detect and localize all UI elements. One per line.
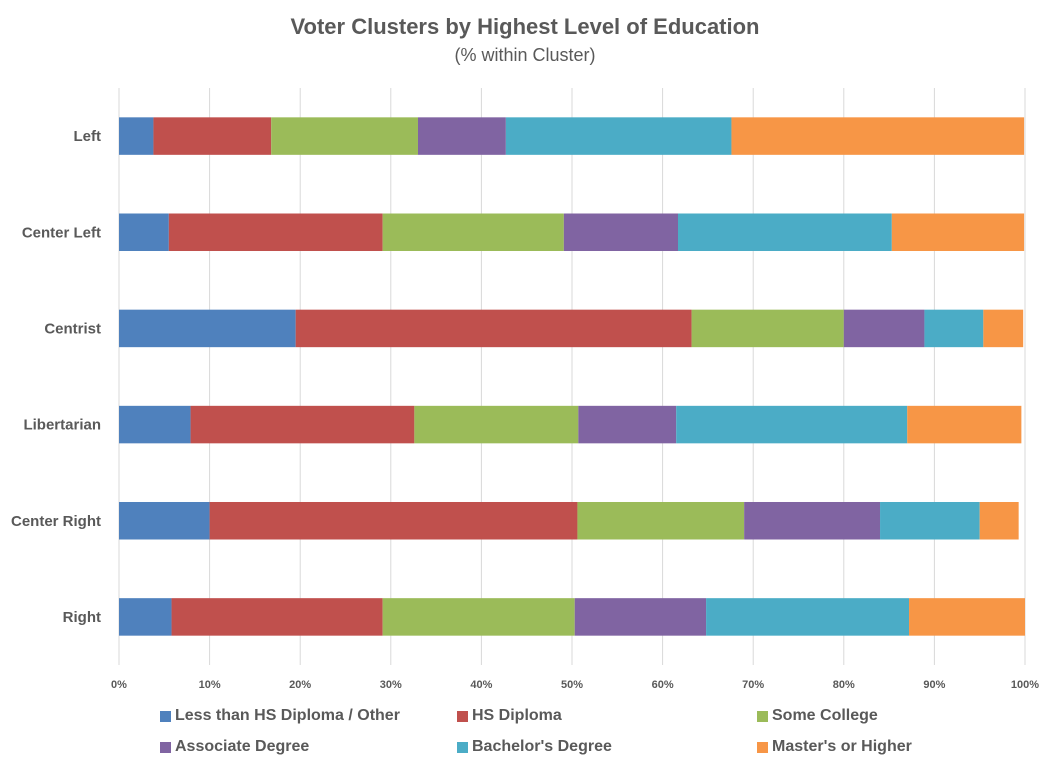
legend-item: Bachelor's Degree	[457, 738, 612, 756]
bar-segment	[744, 501, 881, 540]
bar-segment	[382, 213, 564, 252]
bar-segment	[190, 405, 415, 444]
bar-group-libertarian	[119, 405, 1022, 444]
legend-swatch	[457, 741, 468, 753]
bars	[119, 117, 1025, 636]
bar-segment	[209, 501, 578, 540]
bar-segment	[891, 213, 1025, 252]
plot-area: Left Center Left Centrist Libertarian Center…	[11, 88, 1039, 691]
legend-label: Bachelor's Degree	[472, 738, 612, 755]
legend-label: Less than HS Diploma / Other	[175, 707, 400, 724]
legend-item: Associate Degree	[160, 738, 309, 756]
bar-group-center-left	[119, 213, 1025, 252]
value-axis: 0% 10% 20% 30% 40% 50% 60% 70% 80% 90% 100%	[111, 679, 1039, 691]
legend-item: Some College	[757, 707, 878, 725]
bar-segment	[691, 309, 844, 348]
x-tick-label: 10%	[199, 679, 221, 691]
bar-group-center-right	[119, 501, 1019, 540]
category-label: Libertarian	[23, 417, 101, 434]
legend-item: HS Diploma	[457, 707, 562, 725]
legend-swatch	[160, 710, 171, 722]
bar-group-left	[119, 117, 1025, 155]
legend-label: Master's or Higher	[772, 738, 912, 755]
legend-swatch	[757, 741, 768, 753]
bar-segment	[295, 309, 692, 348]
bar-segment	[119, 213, 169, 252]
legend-swatch	[757, 710, 768, 722]
bar-segment	[119, 309, 296, 348]
legend-label: Associate Degree	[175, 738, 310, 755]
bar-segment	[909, 598, 1025, 636]
x-tick-label: 70%	[742, 679, 764, 691]
category-label: Left	[74, 128, 102, 145]
x-tick-label: 30%	[380, 679, 402, 691]
bar-segment	[676, 405, 908, 444]
bar-segment	[168, 213, 383, 252]
bar-segment	[119, 405, 191, 444]
bar-segment	[271, 117, 418, 155]
bar-segment	[153, 117, 272, 155]
bar-segment	[171, 598, 383, 636]
bar-segment	[577, 501, 745, 540]
category-label: Centrist	[44, 320, 101, 337]
legend-label: Some College	[772, 707, 878, 724]
category-label: Center Right	[11, 513, 101, 530]
category-label: Right	[63, 609, 101, 626]
legend-swatch	[160, 741, 171, 753]
chart-title: Voter Clusters by Highest Level of Educa…	[290, 14, 760, 39]
x-tick-label: 60%	[652, 679, 674, 691]
bar-segment	[563, 213, 679, 252]
bar-segment	[907, 405, 1022, 444]
bar-segment	[880, 501, 980, 540]
bar-segment	[843, 309, 925, 348]
bar-segment	[505, 117, 732, 155]
category-axis: Left Center Left Centrist Libertarian Center…	[11, 128, 101, 626]
legend-item: Less than HS Diploma / Other	[160, 707, 400, 725]
x-tick-label: 80%	[833, 679, 855, 691]
bar-segment	[706, 598, 910, 636]
category-label: Center Left	[22, 224, 101, 241]
bar-segment	[731, 117, 1025, 155]
x-tick-label: 100%	[1011, 679, 1039, 691]
legend-swatch	[457, 710, 468, 722]
bar-segment	[119, 501, 210, 540]
bar-segment	[678, 213, 892, 252]
bar-segment	[578, 405, 677, 444]
bar-segment	[382, 598, 575, 636]
x-tick-label: 90%	[923, 679, 945, 691]
legend-label: HS Diploma	[472, 707, 562, 724]
x-tick-label: 0%	[111, 679, 127, 691]
bar-segment	[417, 117, 506, 155]
chart-subtitle: (% within Cluster)	[454, 45, 596, 65]
legend-item: Master's or Higher	[757, 738, 912, 756]
bar-segment	[574, 598, 707, 636]
bar-segment	[924, 309, 984, 348]
bar-group-centrist	[119, 309, 1024, 348]
bar-segment	[979, 501, 1019, 540]
gridlines	[118, 88, 1026, 665]
bar-segment	[414, 405, 579, 444]
bar-segment	[983, 309, 1024, 348]
x-tick-label: 40%	[470, 679, 492, 691]
bar-segment	[119, 117, 154, 155]
x-tick-label: 20%	[289, 679, 311, 691]
x-tick-label: 50%	[561, 679, 583, 691]
bar-segment	[119, 598, 172, 636]
bar-group-right	[119, 598, 1025, 636]
